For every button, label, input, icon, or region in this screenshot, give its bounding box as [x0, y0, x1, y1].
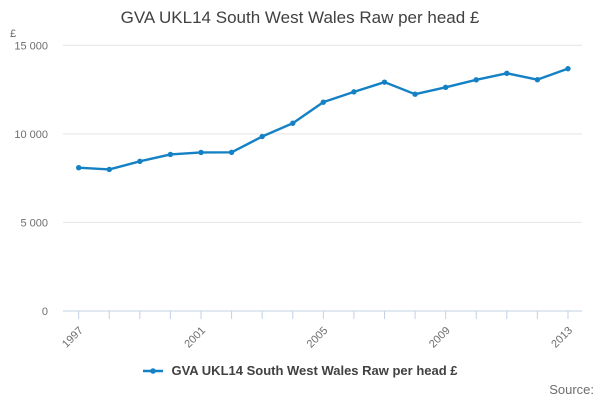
- x-tick-label-2009: 2009: [427, 325, 453, 351]
- y-tick-label: 15 000: [14, 40, 48, 52]
- x-tick-label-2001: 2001: [182, 325, 208, 351]
- legend-item[interactable]: GVA UKL14 South West Wales Raw per head …: [142, 363, 458, 378]
- data-point-2001[interactable]: [198, 149, 204, 156]
- y-tick-label: 0: [42, 306, 48, 318]
- chart-title: GVA UKL14 South West Wales Raw per head …: [120, 8, 480, 27]
- data-point-2000[interactable]: [167, 151, 174, 158]
- data-point-1997[interactable]: [76, 164, 82, 171]
- legend: GVA UKL14 South West Wales Raw per head …: [0, 363, 600, 378]
- data-point-2005[interactable]: [320, 99, 327, 105]
- data-point-2002[interactable]: [228, 149, 235, 155]
- data-point-2013[interactable]: [565, 65, 571, 72]
- data-point-2003[interactable]: [259, 133, 265, 140]
- data-point-2011[interactable]: [504, 70, 510, 76]
- data-point-2008[interactable]: [412, 91, 418, 97]
- legend-label: GVA UKL14 South West Wales Raw per head …: [171, 363, 458, 378]
- data-point-2012[interactable]: [534, 76, 541, 83]
- x-tick-label-2013: 2013: [549, 325, 575, 351]
- source-label: Source:: [549, 382, 594, 397]
- y-tick-label: 10 000: [14, 129, 48, 141]
- series-line: [77, 67, 570, 171]
- x-tick-label-1997: 1997: [60, 325, 86, 351]
- data-point-2009[interactable]: [442, 84, 449, 90]
- data-point-1999[interactable]: [137, 158, 143, 165]
- y-tick-label: 5 000: [20, 217, 48, 229]
- data-point-2007[interactable]: [381, 79, 388, 85]
- legend-line-marker-icon: [143, 367, 164, 374]
- data-point-2004[interactable]: [290, 120, 296, 126]
- y-axis-unit: £: [10, 28, 16, 40]
- data-point-2006[interactable]: [351, 89, 357, 95]
- data-point-1998[interactable]: [106, 166, 112, 173]
- x-tick-label-2005: 2005: [305, 325, 331, 351]
- data-point-2010[interactable]: [473, 77, 479, 83]
